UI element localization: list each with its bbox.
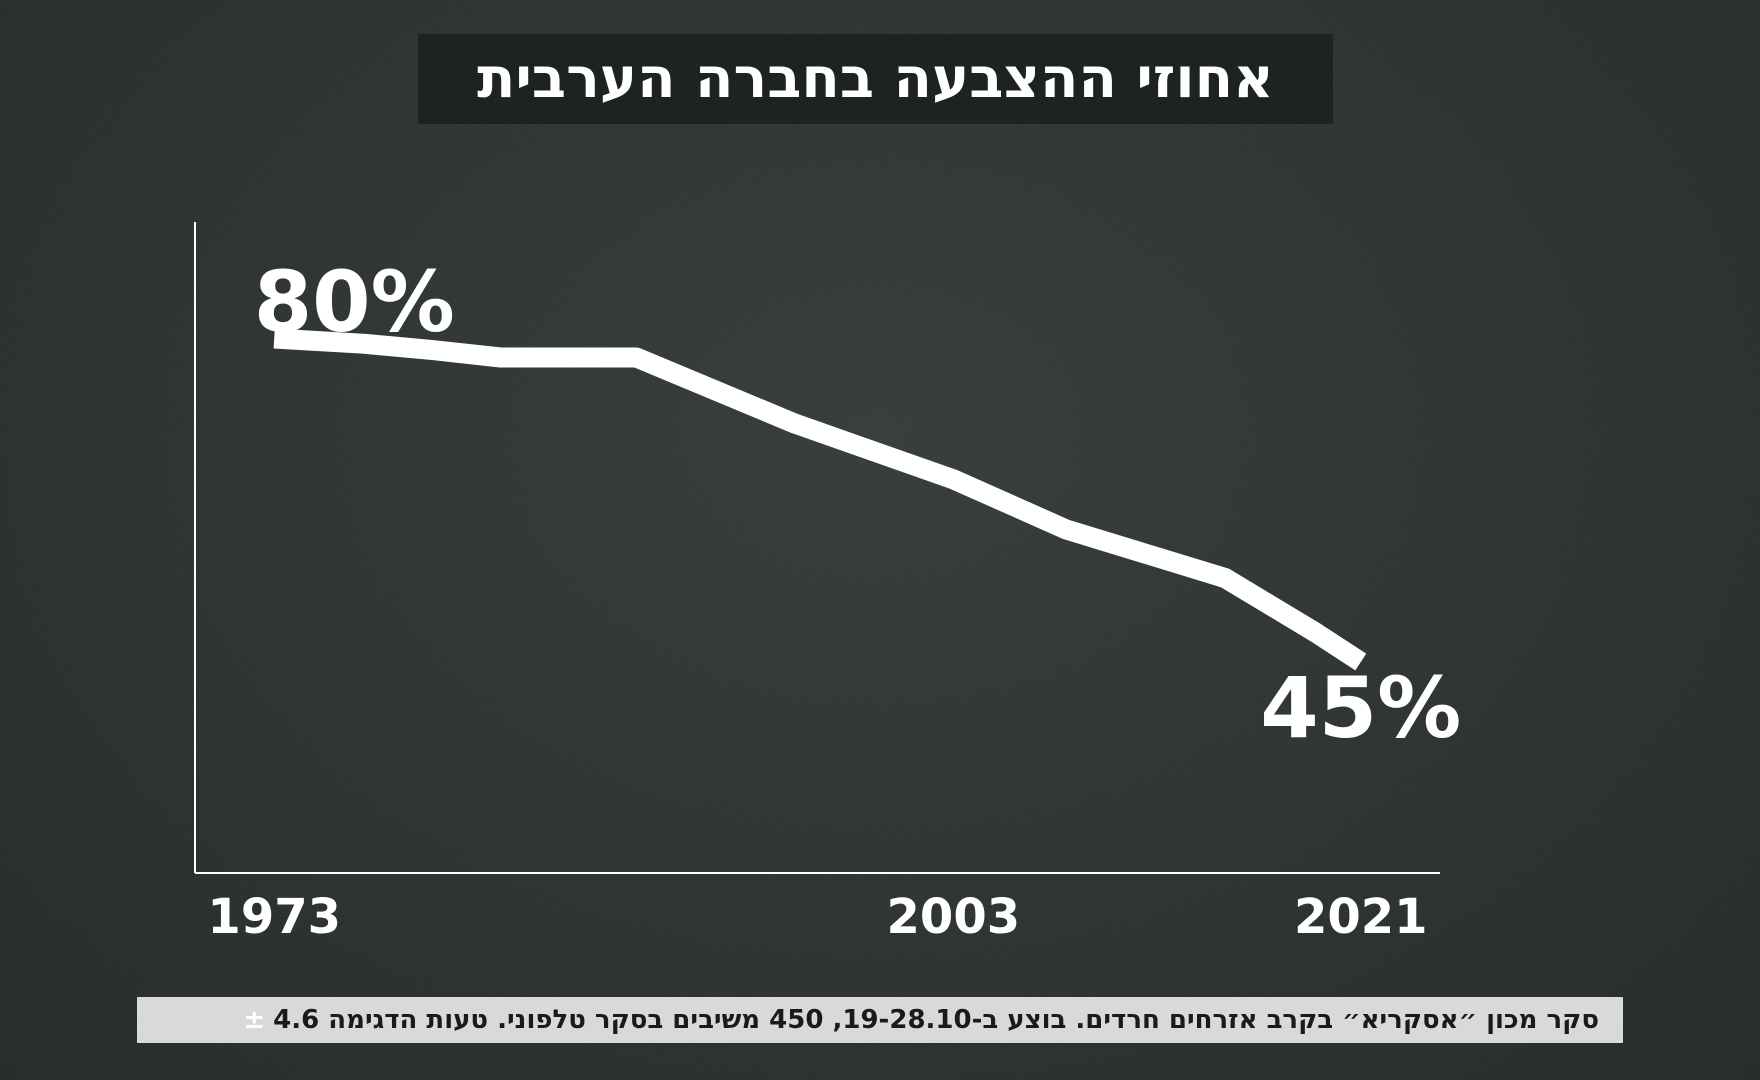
source-note: סקר מכון ״אסקריא״ בקרב אזרחים חרדים. בוצ…: [273, 1005, 1599, 1035]
source-footer: סקר מכון ״אסקריא״ בקרב אזרחים חרדים. בוצ…: [137, 997, 1623, 1043]
title-banner: אחוזי ההצבעה בחברה הערבית: [418, 34, 1333, 124]
series-line: [273, 328, 1367, 671]
x-tick-label: 1973: [207, 889, 341, 945]
x-tick-label: 2021: [1294, 889, 1428, 945]
x-tick-label: 2003: [887, 889, 1021, 945]
data-label: 45%: [1260, 659, 1461, 757]
plus-minus-sign: ±: [243, 1005, 266, 1035]
chart-title: אחוזי ההצבעה בחברה הערבית: [477, 46, 1274, 111]
data-label: 80%: [254, 253, 455, 351]
